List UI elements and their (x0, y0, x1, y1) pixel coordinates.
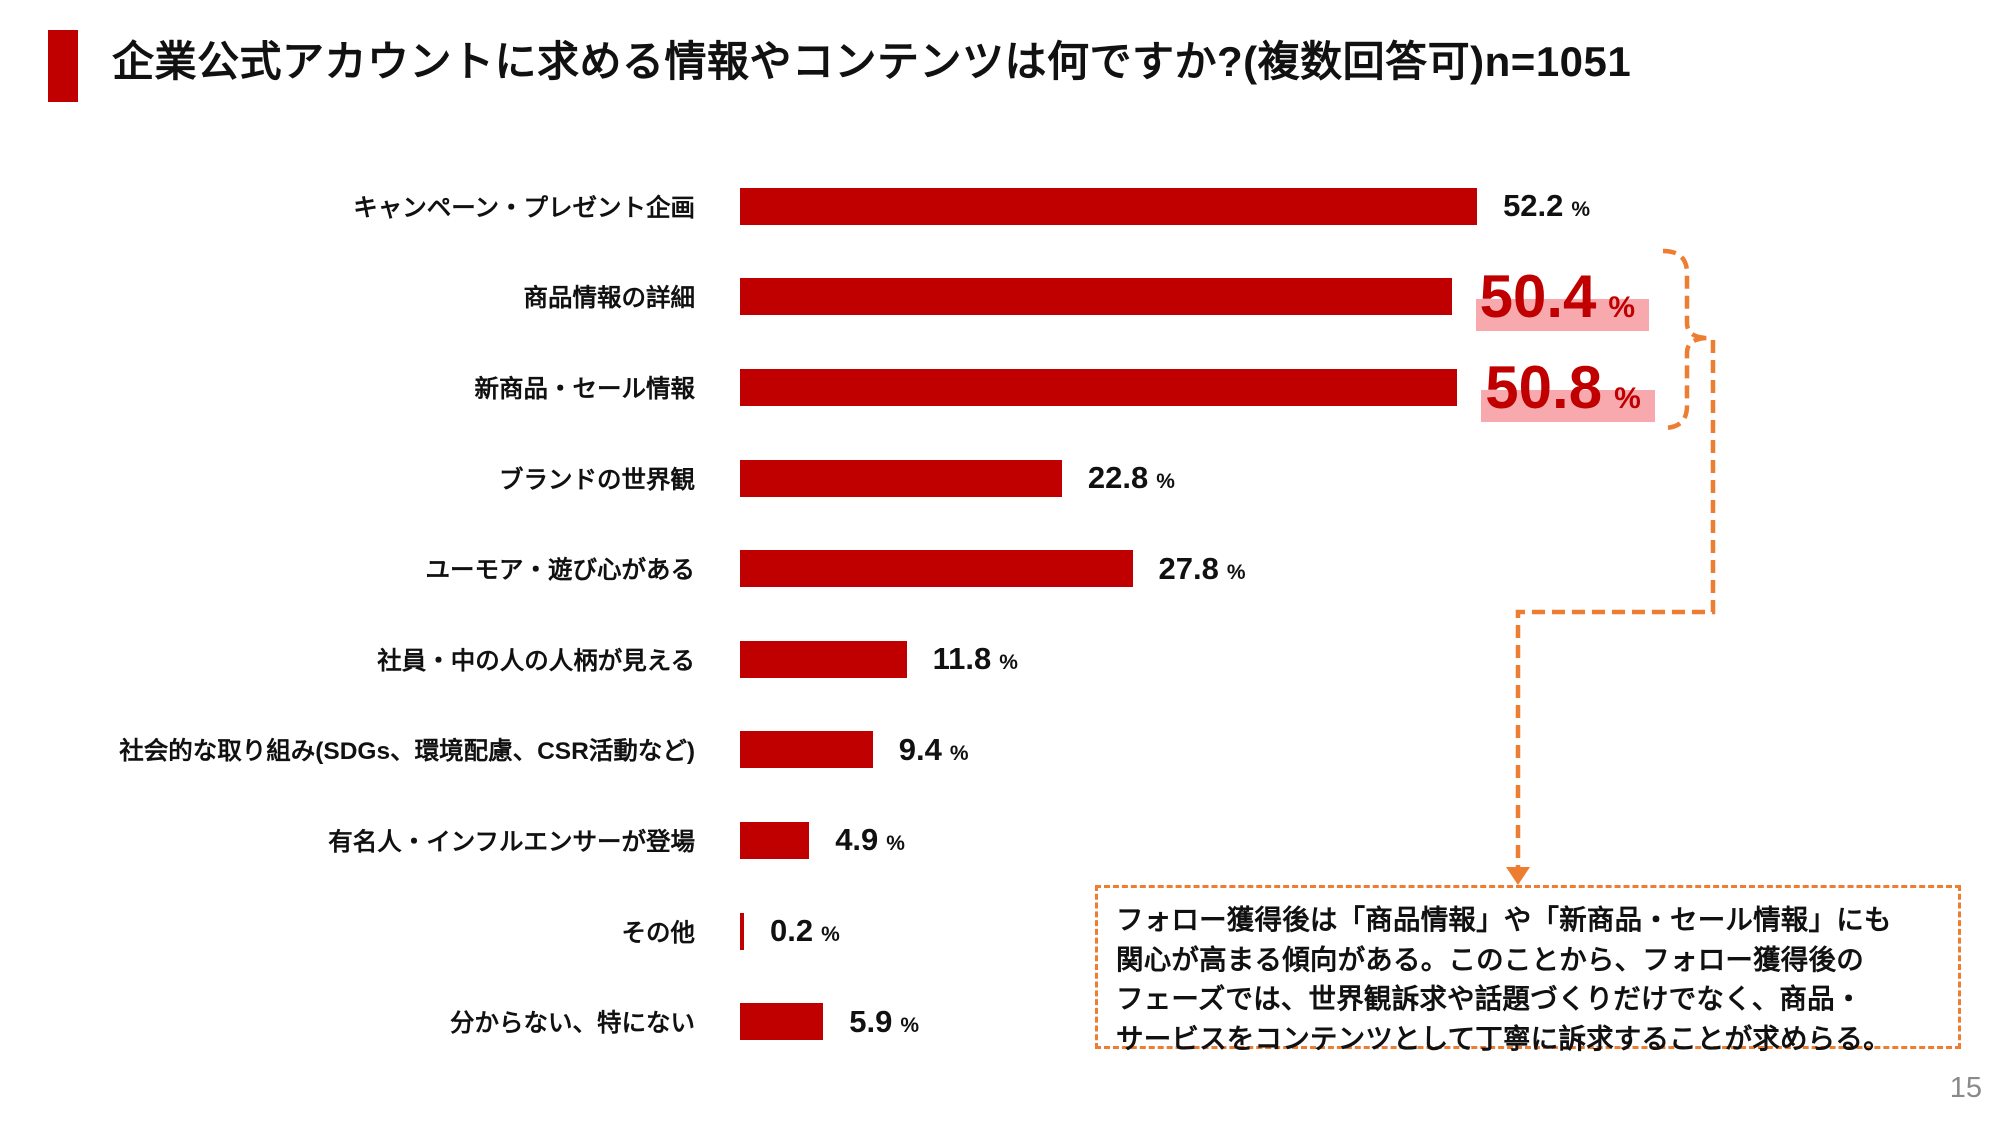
category-label: 有名人・インフルエンサーが登場 (328, 828, 695, 856)
value-label: 0.2% (770, 913, 840, 949)
bar (740, 550, 1133, 588)
bar (740, 821, 810, 859)
bar (740, 640, 907, 678)
highlight-band (1481, 389, 1655, 422)
chart-row: 分からない、特にない 5.9% (40, 976, 1960, 1067)
highlight-brace (1662, 248, 1710, 431)
bar (740, 459, 1062, 497)
category-label: ユーモア・遊び心がある (425, 557, 696, 585)
bar (740, 912, 744, 950)
arrow-down-icon (1506, 867, 1530, 885)
bar (740, 1003, 824, 1041)
value-label: 5.9% (849, 1003, 920, 1039)
category-label: 商品情報の詳細 (523, 285, 696, 313)
chart-row: 有名人・インフルエンサーが登場 4.9% (40, 795, 1960, 886)
chart-row: 社会的な取り組み(SDGs、環境配慮、CSR活動など) 9.4% (40, 705, 1960, 796)
chart-row: 商品情報の詳細 50.4% (40, 252, 1960, 343)
connector-arrow (1506, 340, 1716, 885)
value-label: 50.4% (1475, 262, 1650, 332)
value-label: 11.8% (932, 641, 1018, 677)
category-label: キャンペーン・プレゼント企画 (353, 194, 695, 222)
category-label: ブランドの世界観 (499, 466, 695, 494)
category-label: その他 (621, 919, 696, 947)
chart-row: ブランドの世界観 22.8% (40, 433, 1960, 524)
slide-title: 企業公式アカウントに求める情報やコンテンツは何ですか?(複数回答可)n=1051 (112, 38, 1632, 85)
value-label: 50.8% (1481, 353, 1655, 422)
value-label: 27.8% (1158, 550, 1246, 586)
chart-row: 社員・中の人の人柄が見える 11.8% (40, 614, 1960, 705)
bar (740, 278, 1452, 316)
bar (740, 368, 1458, 406)
chart-row: キャンペーン・プレゼント企画 52.2% (40, 161, 1960, 252)
annotation-text: フォロー獲得後は「商品情報」や「新商品・セール情報」にも 関心が高まる傾向がある… (1116, 904, 1892, 1054)
value-label: 4.9% (835, 822, 905, 858)
bar (740, 187, 1478, 225)
page-number: 15 (1949, 1072, 1982, 1104)
category-label: 社員・中の人の人柄が見える (377, 647, 695, 675)
chart-row: 新商品・セール情報 50.8% (40, 342, 1960, 433)
annotation-box: フォロー獲得後は「商品情報」や「新商品・セール情報」にも 関心が高まる傾向がある… (1095, 885, 1961, 1054)
title-accent-bar (48, 30, 78, 102)
bar-chart: キャンペーン・プレゼント企画 52.2% 商品情報の詳細 50.4% 新商品・セール情報… (40, 161, 1960, 1067)
value-label: 22.8% (1087, 460, 1175, 496)
value-label: 52.2% (1503, 188, 1591, 224)
category-label: 社会的な取り組み(SDGs、環境配慮、CSR活動など) (119, 738, 695, 766)
chart-row: ユーモア・遊び心がある 27.8% (40, 523, 1960, 614)
bar (740, 731, 873, 769)
highlight-band (1475, 299, 1650, 332)
chart-row: その他 0.2% (40, 886, 1960, 977)
value-label: 9.4% (898, 731, 969, 767)
category-label: 分からない、特にない (450, 1010, 695, 1038)
category-label: 新商品・セール情報 (474, 375, 696, 403)
